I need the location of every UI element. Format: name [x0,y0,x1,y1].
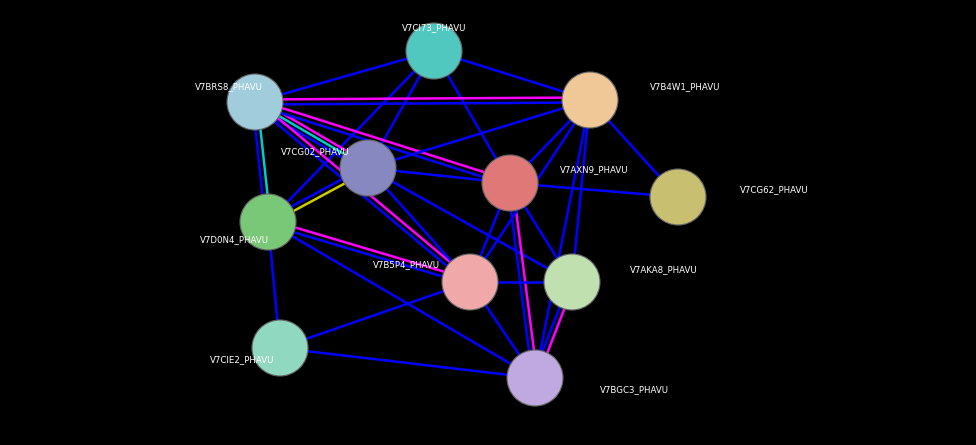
Circle shape [340,140,396,196]
Circle shape [507,350,563,406]
Text: V7BGC3_PHAVU: V7BGC3_PHAVU [600,385,670,395]
Circle shape [544,254,600,310]
Text: V7AKA8_PHAVU: V7AKA8_PHAVU [630,266,698,275]
Circle shape [240,194,296,250]
Text: V7D0N4_PHAVU: V7D0N4_PHAVU [200,235,269,244]
Text: V7AXN9_PHAVU: V7AXN9_PHAVU [560,166,629,174]
Circle shape [562,72,618,128]
Circle shape [227,74,283,130]
Text: V7B5P4_PHAVU: V7B5P4_PHAVU [373,260,440,270]
Circle shape [482,155,538,211]
Text: V7CG02_PHAVU: V7CG02_PHAVU [281,147,350,157]
Circle shape [252,320,308,376]
Text: V7CIE2_PHAVU: V7CIE2_PHAVU [210,356,274,364]
Circle shape [406,23,462,79]
Text: V7CI73_PHAVU: V7CI73_PHAVU [402,24,467,32]
Text: V7BRS8_PHAVU: V7BRS8_PHAVU [195,82,263,92]
Circle shape [650,169,706,225]
Text: V7B4W1_PHAVU: V7B4W1_PHAVU [650,82,720,92]
Text: V7CG62_PHAVU: V7CG62_PHAVU [740,186,809,194]
Circle shape [442,254,498,310]
